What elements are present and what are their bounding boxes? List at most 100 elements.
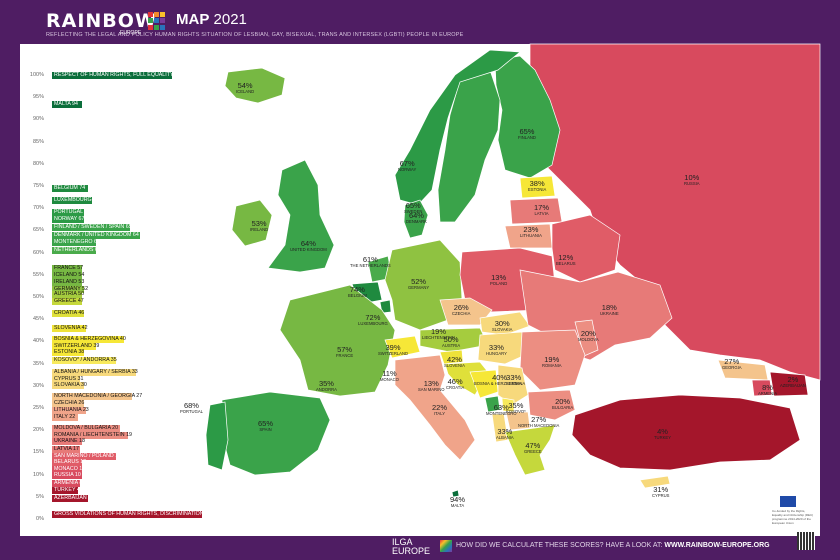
country-name: BELARUS: [556, 261, 576, 266]
country-score: 35%: [318, 379, 334, 388]
eu-funding-note: Co-funded by the Rights, Equality and Ci…: [772, 509, 814, 525]
country-bulgaria: [527, 389, 576, 421]
country-score: 63%: [493, 403, 509, 412]
country-score: 65%: [405, 201, 421, 210]
country-score: 10%: [684, 173, 700, 182]
country-score: 72%: [365, 313, 381, 322]
country-label: 4% TURKEY: [654, 428, 671, 440]
scale-tick: 30%: [32, 382, 44, 389]
country-score: 46%: [447, 377, 463, 386]
country-name: LUXEMBOURG: [358, 321, 388, 326]
legend-bar: MOLDOVA / BULGARIA 20: [52, 425, 120, 432]
country-score: 64%: [408, 211, 424, 220]
country-turkey: [571, 394, 801, 471]
country-label: 47% GREECE: [524, 442, 542, 454]
legend-bar: CYPRUS 31: [52, 376, 84, 383]
country-name: KOSOVO*: [506, 409, 526, 414]
country-score: 13%: [491, 273, 507, 282]
country-score: 23%: [523, 225, 539, 234]
country-ireland: [231, 199, 273, 247]
country-label: 61% THE NETHERLANDS: [350, 256, 391, 268]
country-score: 94%: [450, 495, 466, 504]
header: RAINBOW EUROPE MAP 2021 REFLECTING THE L…: [0, 0, 840, 46]
country-label: 46% CROATIA: [446, 378, 464, 390]
eu-flag-icon: [780, 496, 796, 507]
country-north-macedonia: [505, 411, 531, 431]
website-link[interactable]: WWW.RAINBOW-EUROPE.ORG: [664, 542, 770, 549]
legend-bar: MONTENEGRO 63: [52, 239, 100, 246]
scale-tick: 0%: [36, 516, 44, 522]
country-name: ALBANIA: [496, 435, 514, 440]
country-name: BULGARIA: [552, 405, 574, 410]
legend-bar: NETHERLANDS 61: [52, 247, 101, 254]
country-label: 64% DENMARK: [406, 212, 427, 224]
country-label: 19% LIECHTENSTEIN: [422, 328, 455, 340]
country-label: 68% PORTUGAL: [180, 402, 203, 414]
country-label: 20% BULGARIA: [552, 398, 573, 410]
scale-tick: 80%: [32, 160, 44, 167]
country-label: 27% GEORGIA: [722, 358, 742, 370]
country-name: THE NETHERLANDS: [350, 263, 391, 268]
scale-tick: 50%: [32, 294, 44, 300]
country-label: 11% MONACO: [380, 370, 399, 382]
legend-bar: LITHUANIA 23: [52, 407, 89, 414]
legend-bar: AUSTRIA 50: [52, 291, 85, 298]
country-slovenia: [439, 349, 464, 365]
country-score: 65%: [519, 127, 535, 136]
legend-bar: ALBANIA / HUNGARY / SERBIA 33: [52, 369, 138, 376]
legend-bar: GROSS VIOLATIONS OF HUMAN RIGHTS, DISCRI…: [52, 511, 204, 518]
country-score: 42%: [446, 355, 462, 364]
legend-bar: LATVIA 17: [52, 446, 80, 453]
legend-bar: RUSSIA 10: [52, 472, 82, 479]
country-armenia: [751, 379, 773, 397]
country-label: 35% ANDORRA: [316, 380, 337, 392]
country-serbia: [497, 364, 529, 406]
country-score: 38%: [529, 179, 545, 188]
legend-bar: LUXEMBOURG 72: [52, 197, 100, 204]
scale-tick: 90%: [32, 116, 44, 123]
scale-tick: 60%: [32, 249, 44, 256]
country-score: 4%: [657, 427, 668, 436]
country-score: 27%: [531, 415, 547, 424]
country-label: 72% LUXEMBOURG: [358, 314, 388, 326]
legend-bar: IRELAND 53: [52, 279, 85, 286]
country-score: 64%: [300, 239, 316, 248]
legend-bar: KOSOVO* / ANDORRA 35: [52, 357, 117, 364]
country-name: SWEDEN: [404, 209, 423, 214]
country-name: LITHUANIA: [520, 233, 542, 238]
country-name: ICELAND: [236, 89, 255, 94]
country-name: PORTUGAL: [180, 409, 203, 414]
country-name: UKRAINE: [600, 311, 619, 316]
country-score: 53%: [251, 219, 267, 228]
country-label: 50% AUSTRIA: [442, 336, 460, 348]
subtitle: REFLECTING THE LEGAL AND POLICY HUMAN RI…: [46, 32, 464, 38]
legend-bar: GERMANY 52: [52, 286, 89, 293]
country-label: 18% UKRAINE: [600, 304, 619, 316]
country-spain: [221, 391, 331, 476]
country-estonia: [519, 175, 556, 199]
country-azerbaijan: [769, 371, 809, 397]
country-label: 20% MOLDOVA: [578, 330, 599, 342]
legend-bar: MALTA 94: [52, 101, 82, 108]
country-score: 13%: [423, 379, 439, 388]
country-greece: [504, 424, 556, 476]
scale-tick: 70%: [32, 205, 44, 212]
country-name: SPAIN: [259, 427, 272, 432]
country-sweden: [437, 69, 501, 223]
country-name: DENMARK: [406, 219, 427, 224]
country-label: 39% SWITZERLAND: [378, 344, 408, 356]
scale-tick: 65%: [32, 227, 44, 234]
legend-bar: FRANCE 57: [52, 265, 84, 272]
country-score: 39%: [385, 343, 401, 352]
map-title: MAP 2021: [176, 11, 247, 28]
country-label: 53% IRELAND: [250, 220, 268, 232]
country-name: SLOVAKIA: [492, 327, 513, 332]
country-score: 11%: [382, 369, 397, 378]
country-label: 13% POLAND: [490, 274, 507, 286]
country-score: 8%: [762, 383, 773, 392]
scale-tick: 55%: [32, 271, 44, 278]
country-name: FINLAND: [518, 135, 536, 140]
country-name: GEORGIA: [722, 365, 742, 370]
country-label: 33% SERBIA: [506, 374, 521, 386]
country-label: 31% CYPRUS: [652, 486, 669, 498]
